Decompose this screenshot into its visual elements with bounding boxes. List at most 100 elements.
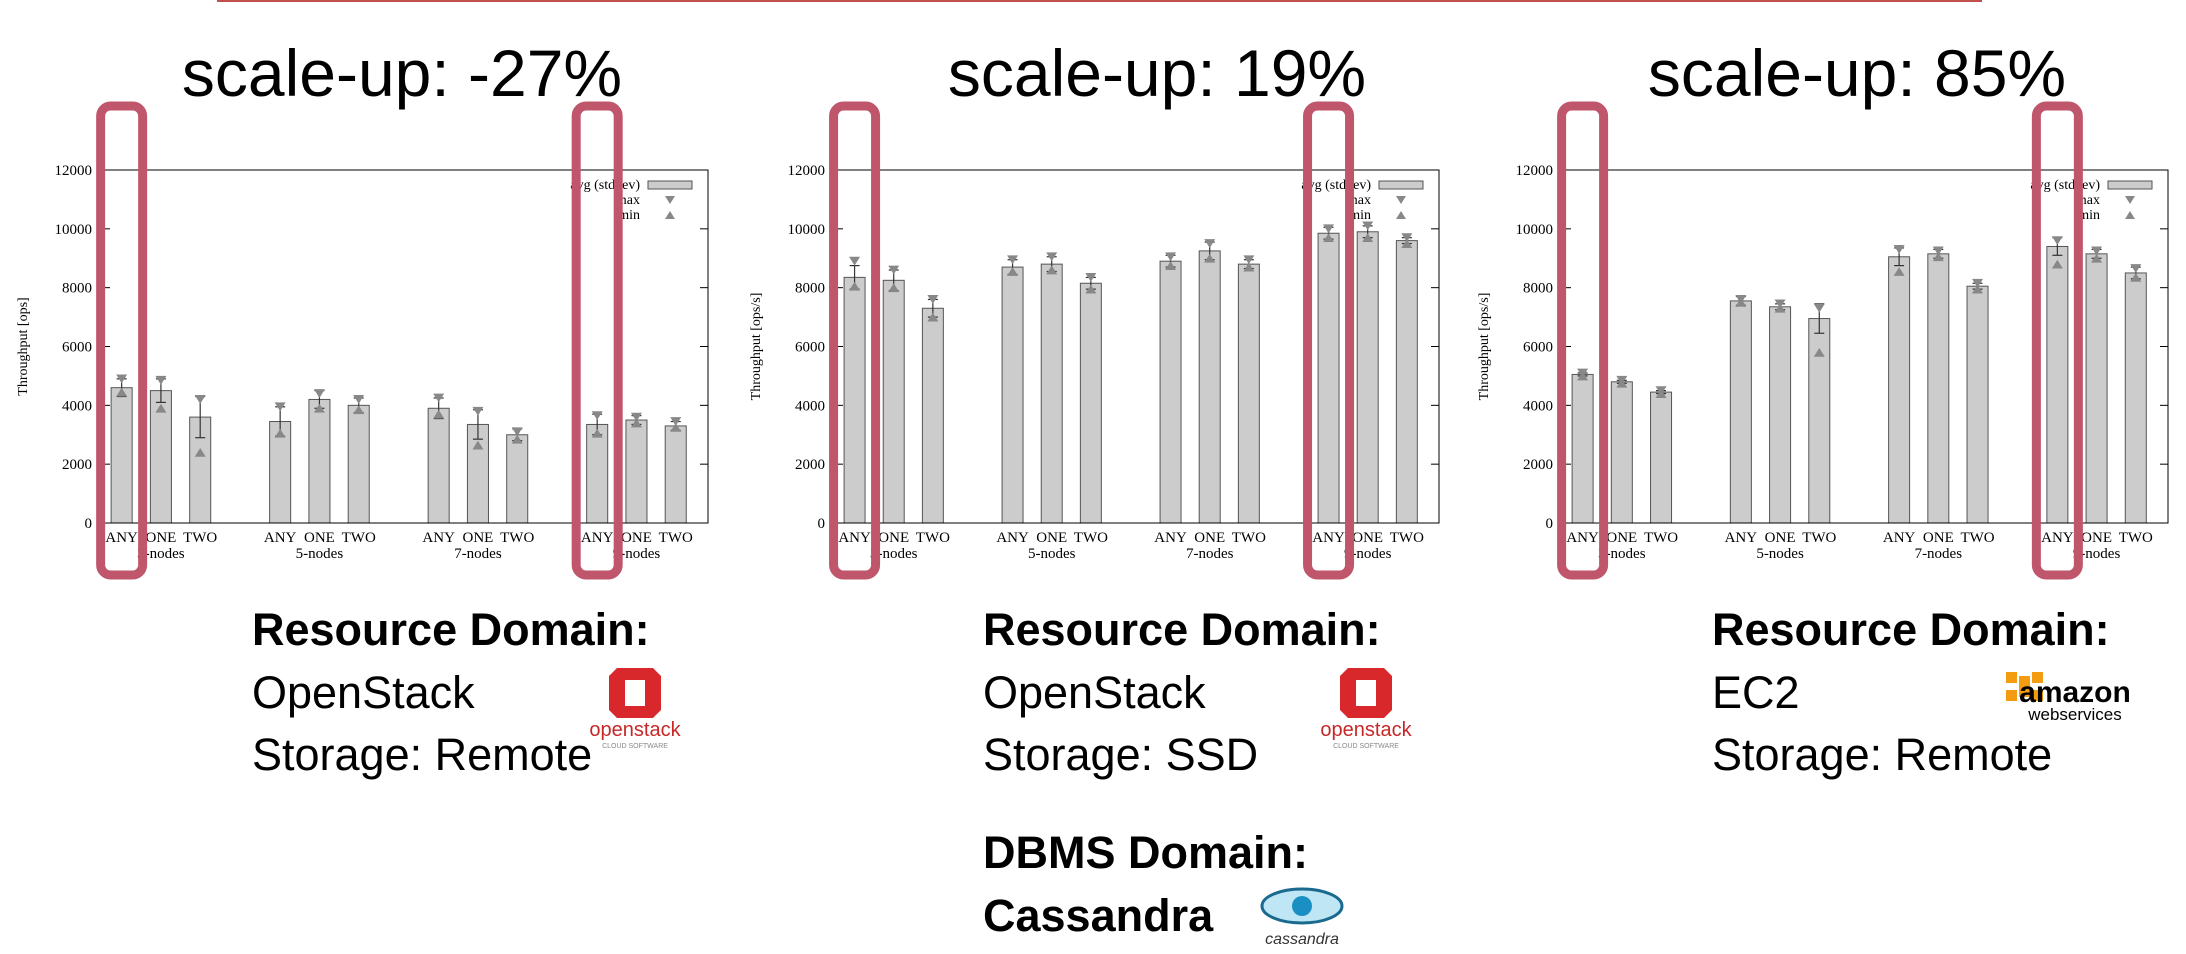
legend-swatch [2125, 211, 2135, 219]
bar [1729, 300, 1752, 524]
x-tick-label: ANY [1883, 530, 1916, 546]
legend-swatch [1396, 196, 1406, 204]
x-tick-label: TWO [1074, 530, 1108, 546]
highlight-box [571, 101, 623, 580]
x-tick-label: ONE [146, 530, 177, 546]
y-axis-label: Throughput [ops/s] [749, 293, 764, 401]
x-tick-label: ANY [1566, 530, 1599, 546]
logo-text: cassandra [1265, 931, 1339, 948]
marker [2091, 253, 2103, 263]
legend-label: min [2078, 208, 2100, 223]
bar [1571, 373, 1594, 524]
marker [927, 295, 939, 304]
legend-swatch [2125, 196, 2135, 204]
chart-title: scale-up: 85% [1648, 36, 2066, 110]
x-tick-label: ONE [1765, 530, 1796, 546]
bar [2124, 272, 2147, 524]
marker [1085, 284, 1097, 294]
chart-title: scale-up: 19% [948, 36, 1366, 110]
marker [1774, 299, 1786, 309]
logo-box [2006, 672, 2017, 683]
group-label: 3-nodes [870, 546, 918, 562]
group-label: 5-nodes [296, 546, 344, 562]
logo-shape [1340, 668, 1392, 718]
marker [1813, 347, 1825, 357]
marker [472, 406, 484, 416]
y-tick-label: 2000 [62, 457, 92, 473]
logo-iris [1292, 896, 1312, 916]
marker [1165, 261, 1177, 271]
x-tick-label: TWO [916, 530, 950, 546]
x-tick-label: TWO [342, 530, 376, 546]
logo-text: openstack [1320, 719, 1412, 741]
bar [1198, 250, 1221, 524]
x-tick-label: ONE [1352, 530, 1383, 546]
marker [888, 265, 900, 275]
x-tick-label: ONE [1036, 530, 1067, 546]
marker [1204, 239, 1216, 248]
marker [1774, 303, 1786, 313]
marker [1085, 272, 1097, 282]
legend-swatch [2107, 180, 2153, 190]
marker [1323, 233, 1335, 243]
x-tick-label: TWO [1232, 530, 1266, 546]
marker [2130, 264, 2142, 273]
marker [511, 434, 523, 444]
x-tick-label: ONE [463, 530, 494, 546]
x-tick-label: ONE [1923, 530, 1954, 546]
legend-swatch [665, 211, 675, 219]
x-tick-label: ANY [996, 530, 1029, 546]
y-tick-label: 2000 [795, 457, 825, 473]
x-tick-label: TWO [1802, 530, 1836, 546]
marker [1243, 262, 1255, 272]
highlight-box [2031, 101, 2083, 580]
bar [2046, 245, 2069, 524]
legend-label: min [1349, 208, 1371, 223]
group-label: 7-nodes [1186, 546, 1234, 562]
logo-subtext: CLOUD SOFTWARE [1333, 743, 1399, 750]
bar [1356, 231, 1379, 524]
group-label: 5-nodes [1756, 546, 1804, 562]
marker [1046, 252, 1058, 262]
marker [1932, 246, 1944, 256]
dbms-heading: DBMS Domain: [983, 827, 1308, 878]
x-tick-label: ANY [1725, 530, 1758, 546]
logo-subtext: webservices [2027, 705, 2122, 724]
y-axis-label: Throughput [ops] [16, 297, 31, 395]
x-tick-label: TWO [659, 530, 693, 546]
logo-box [2032, 672, 2043, 683]
legend-label: min [618, 208, 640, 223]
bar [1769, 306, 1792, 524]
y-axis-label: Throughput [ops/s] [1477, 293, 1492, 401]
marker [1362, 233, 1374, 243]
panel-line: OpenStack [983, 667, 1206, 718]
marker [274, 402, 286, 412]
x-tick-label: TWO [183, 530, 217, 546]
x-tick-label: ANY [1312, 530, 1345, 546]
x-tick-label: TWO [1390, 530, 1424, 546]
marker [116, 387, 128, 397]
y-tick-label: 8000 [795, 281, 825, 297]
marker [313, 403, 325, 413]
bar [1237, 263, 1260, 524]
logo-box [2006, 690, 2017, 701]
marker [2091, 246, 2103, 256]
panel-line: Storage: Remote [252, 729, 592, 780]
x-tick-label: ANY [2041, 530, 2074, 546]
marker [888, 283, 900, 293]
marker [1007, 255, 1019, 265]
y-tick-label: 10000 [55, 222, 93, 238]
bar [1079, 282, 1102, 524]
marker [1655, 389, 1667, 398]
bar [427, 407, 450, 524]
y-tick-label: 4000 [62, 398, 92, 414]
bar [1650, 391, 1673, 524]
y-tick-label: 12000 [788, 163, 826, 179]
marker [472, 440, 484, 450]
group-label: 9-nodes [2073, 546, 2121, 562]
marker [511, 427, 523, 437]
panel-line: Storage: SSD [983, 729, 1258, 780]
y-tick-label: 10000 [788, 222, 826, 238]
marker [1577, 371, 1589, 381]
marker [274, 428, 286, 438]
